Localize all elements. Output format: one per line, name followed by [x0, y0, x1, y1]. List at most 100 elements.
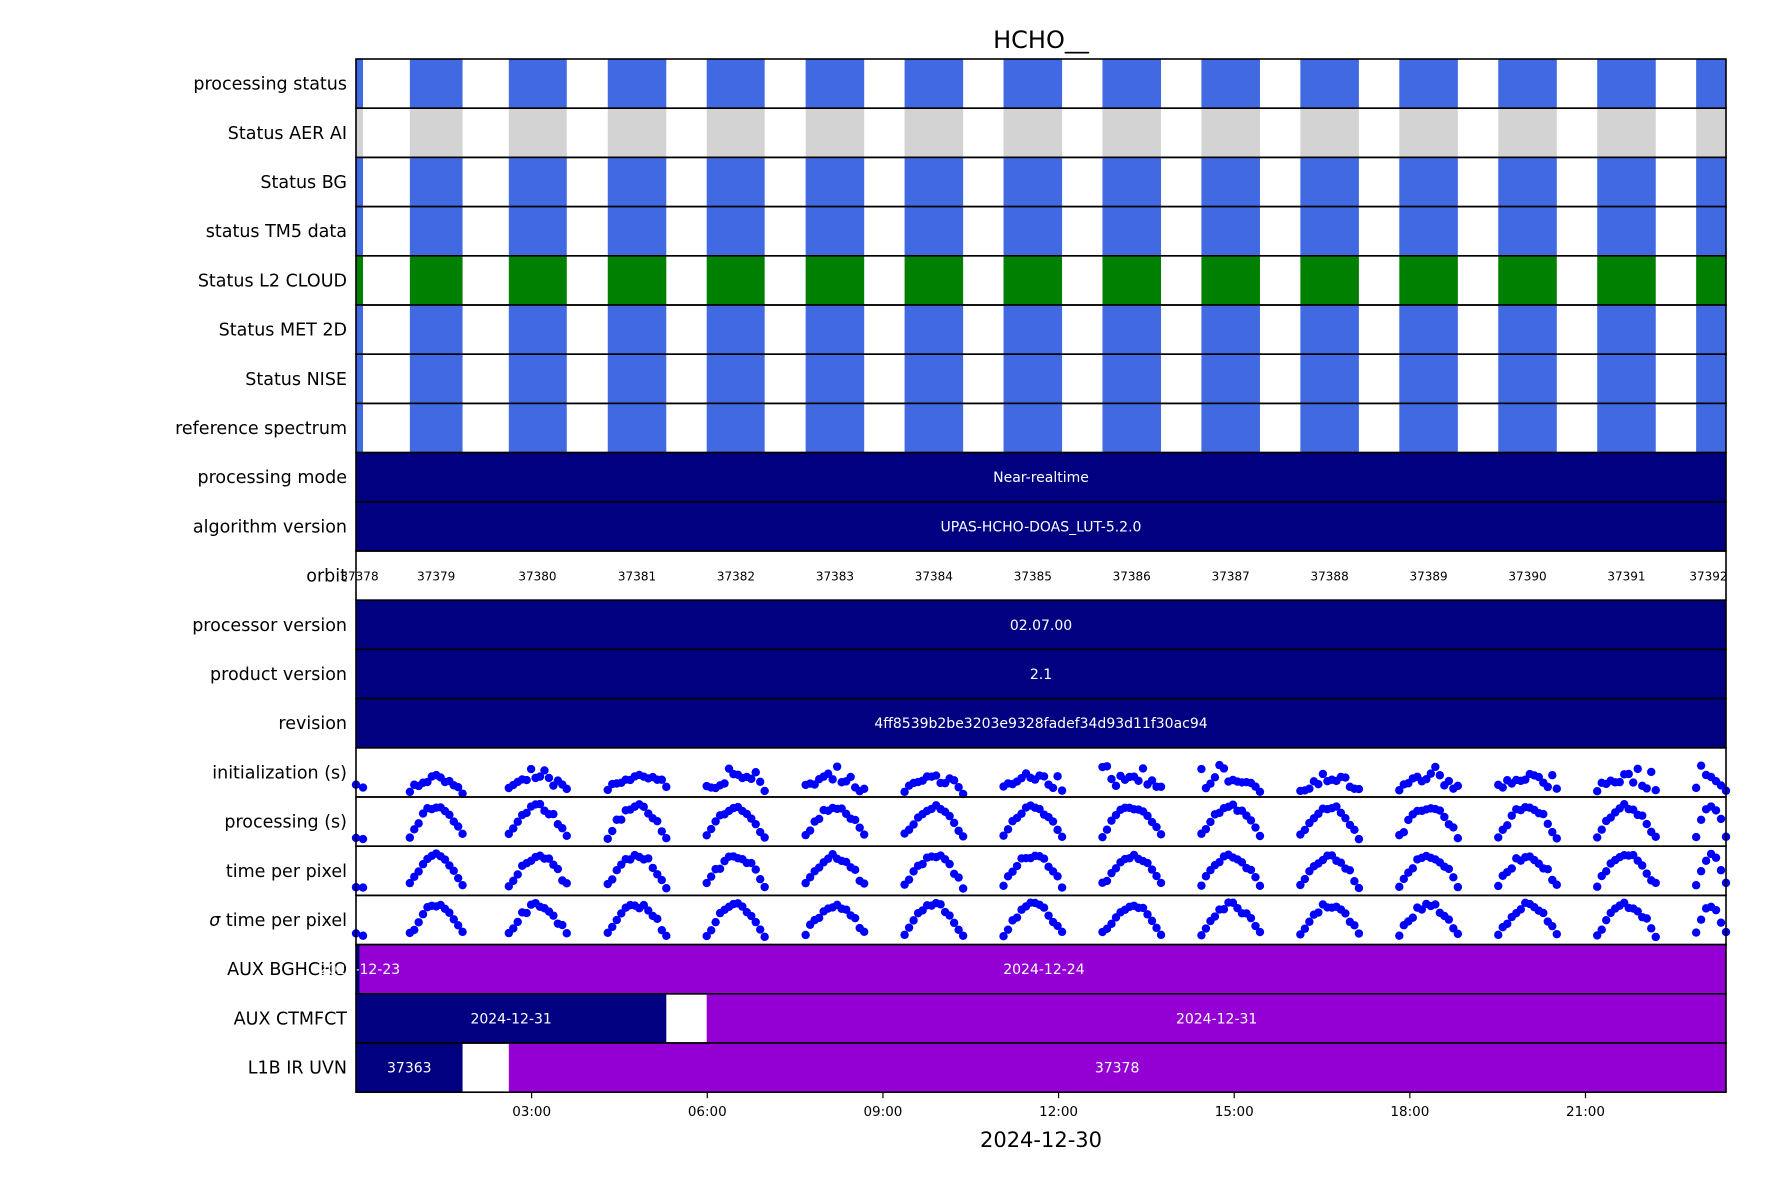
- status-segment: [805, 305, 865, 355]
- timing-point: [639, 802, 648, 812]
- status-segment: [607, 255, 667, 305]
- timing-point: [612, 915, 621, 925]
- timing-point: [999, 931, 1008, 941]
- timing-point: [1498, 783, 1507, 792]
- timing-point: [760, 932, 769, 942]
- timing-point: [449, 915, 458, 924]
- row-label-processing-s-: processing (s): [224, 813, 347, 833]
- timing-point: [1300, 874, 1310, 884]
- status-segment: [1201, 108, 1260, 158]
- timing-point: [1210, 912, 1220, 921]
- status-segment: [356, 354, 364, 404]
- timing-point: [1494, 881, 1503, 891]
- timing-point: [608, 875, 617, 884]
- timing-point: [458, 829, 467, 838]
- timing-point: [1422, 775, 1431, 784]
- x-axis: 03:00 06:00 09:00 12:00 15:00 18:00 21:00: [512, 1092, 1605, 1120]
- row-label-l1b-ir-uvn: L1B IR UVN: [248, 1059, 347, 1079]
- timing-point: [1602, 915, 1611, 925]
- timing-point: [823, 769, 833, 778]
- status-segment: [706, 354, 765, 404]
- timing-point: [1251, 823, 1260, 832]
- timing-point: [1696, 867, 1706, 876]
- timing-point: [859, 784, 869, 794]
- timing-point: [1399, 874, 1409, 884]
- timing-point: [1053, 921, 1062, 931]
- timing-point: [1156, 830, 1166, 839]
- timing-point: [562, 784, 571, 794]
- timing-point: [958, 931, 968, 940]
- timing-point: [662, 782, 671, 792]
- aux-segment: [359, 944, 1726, 994]
- timing-point: [711, 917, 720, 927]
- status-segment: [1102, 255, 1162, 305]
- timing-point: [1408, 864, 1418, 873]
- timing-point: [562, 831, 571, 840]
- aux-segment: [508, 1043, 1727, 1093]
- chart-title: HCHO__: [993, 26, 1090, 54]
- timing-point: [1354, 883, 1364, 893]
- status-segment: [706, 255, 765, 305]
- timing-point: [1696, 815, 1706, 825]
- timing-point: [1197, 881, 1206, 890]
- status-segment: [706, 206, 765, 256]
- status-segment: [1498, 403, 1557, 453]
- status-segment: [1597, 108, 1656, 158]
- row-label-status-met-2d: Status MET 2D: [219, 321, 347, 341]
- status-segment: [1300, 403, 1359, 453]
- timing-point: [999, 831, 1008, 840]
- timing-point: [1696, 915, 1706, 924]
- status-segment: [706, 59, 765, 109]
- timing-point: [1548, 921, 1557, 931]
- status-segment: [508, 206, 567, 256]
- timing-point: [1210, 773, 1220, 782]
- timing-point: [1341, 773, 1350, 782]
- timing-point: [1053, 825, 1062, 835]
- status-segment: [1102, 59, 1162, 109]
- status-segment: [1102, 305, 1162, 355]
- timing-point: [1039, 772, 1049, 781]
- timing-point: [1592, 786, 1602, 796]
- status-segment: [1498, 354, 1557, 404]
- timing-point: [414, 918, 423, 927]
- timing-point: [747, 911, 756, 921]
- timing-point: [999, 881, 1008, 891]
- timing-point: [1691, 881, 1701, 890]
- status-segment: [1399, 354, 1458, 404]
- timing-point: [657, 925, 666, 935]
- timing-point: [445, 810, 454, 820]
- status-segment: [356, 206, 364, 256]
- status-segment: [508, 59, 567, 109]
- timing-point: [1300, 924, 1310, 933]
- row-label-processor-version: processor version: [192, 616, 347, 636]
- timing-point: [850, 913, 860, 923]
- status-segment: [1498, 305, 1557, 355]
- status-segment: [356, 403, 364, 453]
- timing-point: [414, 819, 423, 828]
- timing-point: [662, 834, 671, 843]
- timing-point: [440, 855, 450, 864]
- timing-point: [1543, 782, 1552, 792]
- timing-point: [1507, 864, 1516, 873]
- timing-point: [1003, 925, 1013, 934]
- status-segment: [805, 354, 865, 404]
- status-segment: [1003, 403, 1063, 453]
- timing-point: [1048, 817, 1058, 826]
- constant-bar-text: 2.1: [1030, 667, 1052, 683]
- timing-point: [513, 917, 522, 927]
- timing-point: [1395, 931, 1404, 940]
- timing-point: [653, 914, 662, 924]
- timing-point: [1255, 927, 1265, 937]
- status-segment: [1696, 255, 1726, 305]
- timing-point: [535, 772, 545, 781]
- timing-point: [1395, 882, 1404, 892]
- timing-point: [1711, 853, 1721, 862]
- status-segment: [1201, 255, 1260, 305]
- status-segment: [904, 59, 964, 109]
- status-segment: [607, 305, 667, 355]
- timing-point: [657, 875, 666, 885]
- aux-segment: [356, 993, 667, 1043]
- timing-point: [1300, 825, 1310, 835]
- status-segment: [1300, 354, 1359, 404]
- timing-point: [1440, 812, 1449, 822]
